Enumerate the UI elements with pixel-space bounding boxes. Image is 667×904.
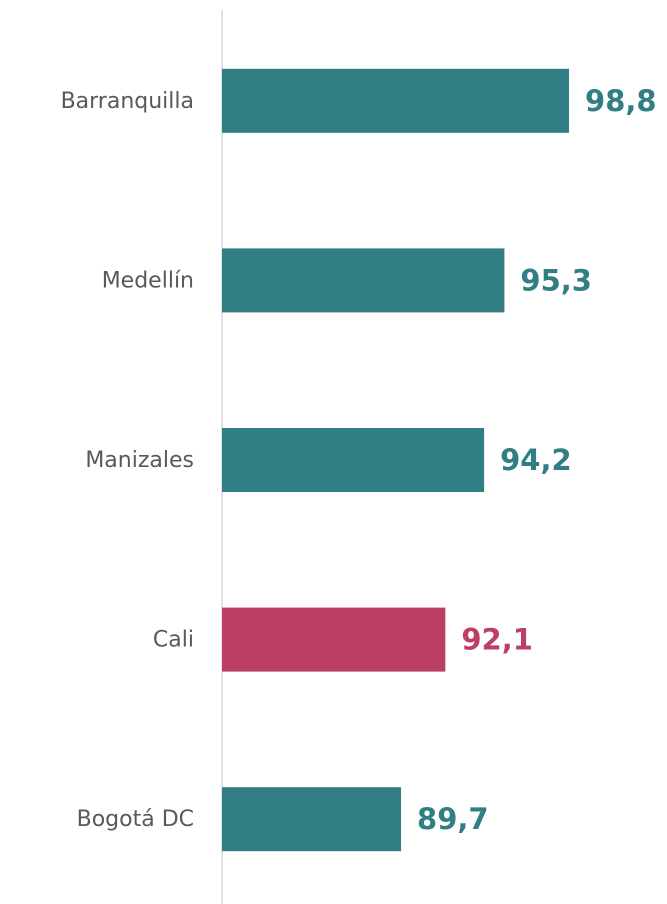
value-label: 92,1 [461, 623, 533, 657]
category-label: Bogotá DC [77, 807, 194, 832]
category-label: Manizales [85, 448, 194, 473]
bar [222, 428, 485, 492]
value-label: 94,2 [500, 443, 572, 477]
category-label: Barranquilla [61, 89, 194, 114]
category-label: Medellín [102, 268, 194, 293]
value-label: 89,7 [417, 802, 489, 836]
bar [222, 248, 505, 313]
value-label: 95,3 [520, 263, 592, 297]
bar [222, 607, 446, 672]
value-label: 98,8 [585, 84, 657, 118]
bar [222, 68, 570, 133]
category-label: Cali [153, 628, 194, 653]
bar [222, 787, 402, 852]
